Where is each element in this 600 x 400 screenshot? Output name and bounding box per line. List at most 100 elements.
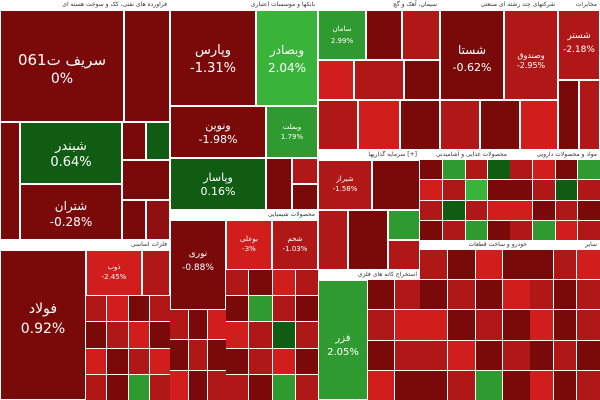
tile-small[interactable]	[208, 340, 226, 370]
sector-auto[interactable]: خودرو و ساخت قطعات	[420, 240, 530, 400]
tile-small[interactable]	[465, 200, 488, 220]
tile-small[interactable]	[442, 180, 465, 200]
tile-small[interactable]	[579, 80, 600, 150]
tile-small[interactable]	[128, 374, 149, 400]
tile-vasader[interactable]: وبصادر 2.04%	[256, 10, 318, 106]
tile-small[interactable]	[577, 340, 600, 370]
tile-small[interactable]	[532, 180, 555, 200]
tile-small[interactable]	[400, 100, 440, 150]
tile-small[interactable]	[577, 310, 600, 340]
tile-small[interactable]	[503, 340, 530, 370]
tile-small[interactable]	[122, 160, 170, 200]
tile-small[interactable]	[475, 250, 503, 280]
tile-small[interactable]	[503, 250, 530, 280]
tile-shasta[interactable]: شستا -0.62%	[440, 10, 504, 100]
tile-small[interactable]	[272, 374, 295, 400]
tile-small[interactable]	[249, 296, 272, 322]
sector-telecom[interactable]: مخابرات شستر -2.18%	[558, 0, 600, 150]
tile-small[interactable]	[122, 122, 146, 160]
tile-small[interactable]	[170, 370, 188, 400]
tile-small[interactable]	[420, 340, 447, 370]
tile-small[interactable]	[510, 180, 532, 200]
tile-small[interactable]	[447, 250, 475, 280]
tile-small[interactable]	[266, 158, 292, 210]
tile-small[interactable]	[420, 200, 442, 220]
tile-small[interactable]	[170, 310, 188, 340]
tile-small[interactable]	[402, 10, 440, 60]
tile-small[interactable]	[510, 160, 532, 180]
tile-small[interactable]	[555, 180, 578, 200]
tile-small[interactable]	[488, 220, 510, 240]
tile-small[interactable]	[532, 160, 555, 180]
sector-multi[interactable]: شرکتهای چند رشته ای صنعتی شستا -0.62% وص…	[440, 0, 558, 150]
tile-zob[interactable]: ذوب -2.45%	[86, 250, 142, 296]
tile-small[interactable]	[149, 348, 170, 374]
tile-small[interactable]	[86, 374, 107, 400]
tile-small[interactable]	[553, 310, 577, 340]
tile-small[interactable]	[578, 180, 600, 200]
sector-other[interactable]: سایر	[530, 240, 600, 400]
tile-small[interactable]	[142, 250, 170, 296]
tile-small[interactable]	[503, 370, 530, 400]
tile-small[interactable]	[107, 296, 128, 322]
tile-small[interactable]	[189, 370, 207, 400]
tile-small[interactable]	[404, 60, 440, 100]
tile-small[interactable]	[368, 370, 394, 400]
tile-small[interactable]	[488, 180, 510, 200]
tile-small[interactable]	[272, 348, 295, 374]
tile-small[interactable]	[555, 200, 578, 220]
tile-vanovin[interactable]: ونوین -1.98%	[170, 106, 266, 158]
tile-shakhim[interactable]: شخم -1.03%	[272, 220, 318, 270]
tile-small[interactable]	[420, 160, 442, 180]
tile-small[interactable]	[372, 160, 420, 210]
tile-small[interactable]	[530, 310, 553, 340]
tile-small[interactable]	[318, 210, 348, 270]
tile-small[interactable]	[208, 370, 226, 400]
tile-small[interactable]	[388, 240, 420, 270]
tile-small[interactable]	[368, 340, 394, 370]
sector-cement[interactable]: سیمان، آهک و گچ سامان 2.99%	[318, 0, 440, 150]
tile-small[interactable]	[368, 310, 394, 340]
tile-small[interactable]	[475, 310, 503, 340]
tile-small[interactable]	[394, 280, 420, 310]
tile-shasted[interactable]: شستر -2.18%	[558, 10, 600, 80]
tile-small[interactable]	[149, 296, 170, 322]
tile-small[interactable]	[447, 370, 475, 400]
tile-small[interactable]	[107, 322, 128, 348]
tile-small[interactable]	[295, 348, 318, 374]
tile-small[interactable]	[475, 280, 503, 310]
tile-small[interactable]	[295, 270, 318, 296]
tile-small[interactable]	[170, 340, 188, 370]
tile-shebandar[interactable]: شبندر 0.64%	[20, 122, 122, 184]
tile-small[interactable]	[128, 348, 149, 374]
tile-small[interactable]	[348, 210, 388, 270]
tile-small[interactable]	[128, 322, 149, 348]
tile-small[interactable]	[555, 160, 578, 180]
tile-small[interactable]	[480, 100, 520, 150]
tile-small[interactable]	[368, 280, 394, 310]
sector-basic-metals[interactable]: فلزات اساسی فولاد 0.92% ذوب -2.45%	[0, 240, 170, 400]
tile-small[interactable]	[520, 100, 558, 150]
tile-small[interactable]	[107, 348, 128, 374]
tile-vasandoq[interactable]: وصندوق -2.95%	[504, 10, 558, 100]
tile-small[interactable]	[530, 250, 553, 280]
tile-small[interactable]	[530, 280, 553, 310]
tile-small[interactable]	[295, 374, 318, 400]
sector-pharma[interactable]: مواد و محصولات دارویی	[510, 150, 600, 240]
tile-small[interactable]	[578, 200, 600, 220]
tile-small[interactable]	[465, 180, 488, 200]
tile-small[interactable]	[272, 270, 295, 296]
tile-small[interactable]	[503, 310, 530, 340]
sector-chemical[interactable]: محصولات شیمیایی نوری -0.88% بوعلی -3% شخ…	[170, 210, 318, 400]
tile-small[interactable]	[226, 348, 249, 374]
tile-small[interactable]	[577, 280, 600, 310]
tile-saman[interactable]: سامان 2.99%	[318, 10, 366, 60]
tile-small[interactable]	[226, 322, 249, 348]
sector-oil-refining[interactable]: فراورده های نفتی، کک و سوخت هسته ای سریف…	[0, 0, 170, 240]
tile-small[interactable]	[292, 184, 318, 210]
tile-small[interactable]	[249, 322, 272, 348]
tile-small[interactable]	[358, 100, 400, 150]
tile-small[interactable]	[354, 60, 404, 100]
tile-small[interactable]	[465, 220, 488, 240]
tile-small[interactable]	[420, 310, 447, 340]
